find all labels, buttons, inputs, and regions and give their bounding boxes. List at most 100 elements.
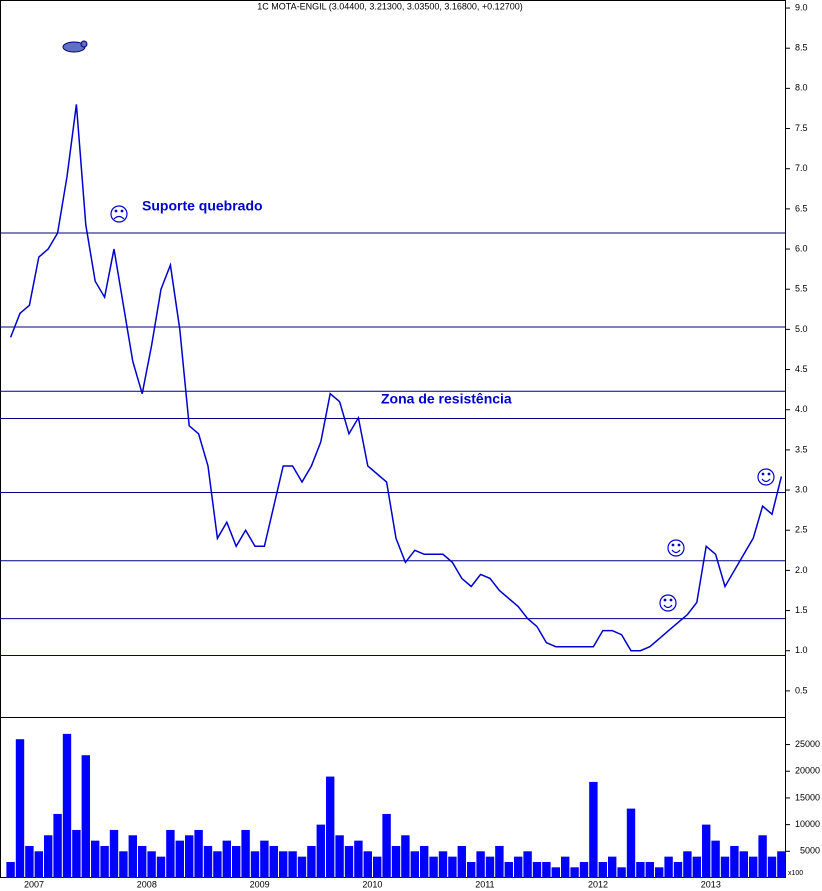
y-tick-label: 1.5: [795, 605, 808, 615]
x-tick-label: 2007: [24, 879, 44, 889]
volume-bar: [495, 845, 504, 878]
sad-face: [110, 205, 128, 223]
volume-bar: [579, 861, 589, 878]
y-tick-label: 9.0: [795, 2, 808, 12]
x-tick-label: 2011: [475, 879, 494, 889]
volume-unit-label: x100: [788, 870, 803, 877]
volume-bar: [664, 856, 673, 878]
price-line: [9, 104, 783, 652]
volume-bar: [6, 861, 15, 878]
y2-tick-label: 20000: [795, 766, 820, 776]
volume-bar: [598, 861, 607, 878]
volume-bar: [551, 867, 560, 878]
y-tick-label: 7.5: [795, 123, 808, 133]
volume-bar: [15, 739, 25, 878]
annotation: Suporte quebrado: [142, 198, 263, 214]
y-tick-label: 2.0: [795, 565, 808, 575]
volume-bar: [100, 845, 109, 878]
volume-bar: [62, 733, 72, 878]
volume-bar: [749, 856, 758, 878]
y2-tick-label: 25000: [795, 739, 820, 749]
y-tick-label: 8.0: [795, 83, 808, 93]
volume-bar: [636, 861, 645, 878]
emoticons: [110, 205, 775, 612]
chart-title: 1C MOTA-ENGIL (3.04400, 3.21300, 3.03500…: [257, 1, 522, 11]
volume-bar: [156, 856, 166, 878]
volume-bar: [203, 845, 213, 878]
volume-bar: [44, 835, 53, 878]
volume-bar: [25, 845, 34, 878]
volume-bar: [335, 835, 344, 878]
y-tick-label: 3.5: [795, 444, 808, 454]
volume-bar: [307, 845, 316, 878]
volume-bar: [711, 840, 720, 878]
volume-bar: [344, 845, 354, 878]
volume-bar: [128, 835, 137, 878]
volume-bar: [608, 856, 617, 878]
volume-bar: [213, 851, 222, 878]
y-tick-label: 1.0: [795, 645, 808, 655]
volume-bar: [739, 851, 748, 878]
y-tick-label: 4.5: [795, 364, 808, 374]
x-tick-label: 2008: [137, 879, 157, 889]
volume-bar: [119, 851, 128, 878]
volume-bar: [561, 856, 570, 878]
y-tick-label: 5.0: [795, 324, 808, 334]
x-tick-label: 2010: [362, 879, 382, 889]
volume-bar: [523, 851, 532, 878]
volume-bar: [288, 851, 297, 878]
volume-bar: [316, 824, 325, 878]
volume-bar: [617, 867, 626, 878]
volume-bar: [570, 867, 579, 878]
volume-bar: [185, 835, 194, 878]
volume-bar: [269, 845, 278, 878]
y-tick-label: 6.5: [795, 203, 808, 213]
volume-bar: [91, 840, 100, 878]
y2-tick-label: 10000: [795, 819, 820, 829]
volume-bar: [326, 776, 335, 878]
bull-icon: [62, 40, 88, 53]
annotation: Zona de resistência: [381, 391, 512, 407]
volume-bar: [401, 835, 410, 878]
volume-bar: [683, 851, 692, 878]
volume-bar: [485, 856, 495, 878]
volume-bar: [373, 856, 382, 878]
y-tick-label: 2.5: [795, 525, 808, 535]
x-tick-label: 2013: [701, 879, 721, 889]
volume-bar: [81, 755, 90, 878]
volume-bar: [720, 856, 730, 878]
volume-bar: [34, 851, 43, 878]
volume-bar: [72, 829, 81, 878]
volume-bar: [514, 856, 523, 878]
volume-bar: [758, 835, 767, 878]
volume-bar: [147, 851, 156, 878]
volume-bar: [410, 851, 419, 878]
volume-bar: [429, 856, 438, 878]
volume-bar: [382, 813, 391, 878]
volume-bar: [448, 856, 457, 878]
volume-bar: [166, 829, 175, 878]
y-tick-label: 3.0: [795, 484, 808, 494]
x-tick-label: 2012: [588, 879, 608, 889]
volume-bar: [175, 840, 184, 878]
volume-bar: [53, 813, 62, 878]
volume-bar: [138, 845, 147, 878]
volume-bar: [626, 808, 636, 878]
volume-bar: [279, 851, 288, 878]
volume-bar: [438, 851, 448, 878]
volume-bar: [260, 840, 269, 878]
volume-bar: [420, 845, 429, 878]
volume-bar: [504, 861, 513, 878]
y2-tick-label: 15000: [795, 792, 820, 802]
volume-bar: [702, 824, 711, 878]
volume-bar: [542, 861, 551, 878]
volume-bar: [767, 856, 777, 878]
volume-bar: [232, 845, 241, 878]
smile-face: [667, 539, 685, 557]
y2-tick-label: 5000: [800, 846, 820, 856]
volume-bar: [645, 861, 654, 878]
x-tick-label: 2009: [250, 879, 270, 889]
y-tick-label: 5.5: [795, 284, 808, 294]
